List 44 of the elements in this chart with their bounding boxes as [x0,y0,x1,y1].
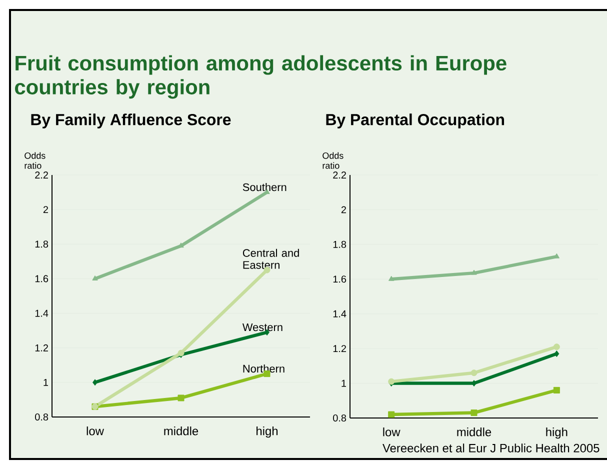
point [553,344,560,350]
point [472,380,477,387]
y-tick-label: 2.2 [333,172,346,178]
point [470,370,478,376]
y-tick-label: 1.4 [333,310,346,318]
series-label: Central and Eastern [242,248,299,269]
y-tick-label: 1 [44,378,48,386]
x-tick-label: high [256,426,278,438]
y-tick-label: 0.8 [35,413,48,421]
point [178,394,184,402]
point [388,276,394,281]
series-label: Western [242,323,282,332]
y-axis-title: Odds ratio [322,152,344,169]
y-tick-label: 2 [341,206,346,214]
y-tick-label: 1.6 [333,276,346,283]
point [92,379,98,386]
y-tick-label: 2.2 [35,172,48,178]
point [553,386,560,394]
point [92,275,98,280]
x-tick-label: middle [164,426,198,436]
y-tick-label: 0.8 [333,414,346,422]
y-tick-label: 1.6 [35,275,48,282]
text: Vereecken et al Eur J Public Health 2005 [382,444,600,452]
y-axis-title: Odds ratio [24,152,46,169]
point [388,411,395,418]
point [471,270,477,275]
x-tick-label: high [546,428,568,439]
point [470,410,478,416]
y-tick-label: 1 [342,380,346,387]
y-tick-label: 1.4 [35,310,48,317]
y-tick-label: 1.2 [35,344,48,352]
y-tick-label: 1.8 [333,240,346,248]
x-tick-label: low [86,426,104,436]
point [554,350,560,358]
y-tick-label: 1.8 [35,240,48,248]
x-tick-label: middle [457,428,492,436]
y-tick-label: 1.2 [333,345,346,352]
x-tick-label: low [383,428,400,436]
chart-subtitle: By Family Affluence Score [31,114,231,128]
y-tick-label: 2 [43,206,48,214]
chart-subtitle: By Parental Occupation [326,114,504,128]
series-label: Northern [243,364,284,373]
series-label: Southern [242,183,286,192]
chart-title: Fruit consumption among adolescents in Europe countries by region [15,55,506,99]
